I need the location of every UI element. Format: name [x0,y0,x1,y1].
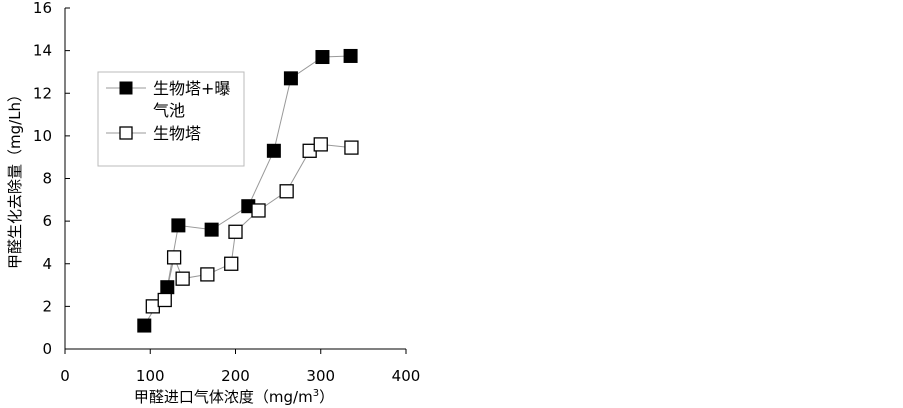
series-2-point [157,292,172,308]
y-axis-title: 甲醛生化去除量（mg/Lh） [6,87,24,269]
legend-label-series-1-line-1: 生物塔+曝 [153,79,230,98]
y-tick-label: 16 [33,0,52,17]
x-axis-title-superscript: 3 [313,388,319,399]
series-2-point [145,299,160,314]
series-1-point [283,71,298,86]
legend: 生物塔+曝 气池 生物塔 [97,71,245,167]
y-tick-label: 2 [42,297,52,315]
series-markers [137,48,359,333]
series-2-point [344,140,359,155]
ticks: 0 2 4 6 8 10 12 14 16 0 100 200 300 400 [33,0,420,385]
legend-marker-series-1 [119,81,133,95]
series-2-point [228,224,243,239]
x-tick-label: 300 [306,367,335,385]
series-1-point [315,50,330,65]
x-tick-label: 200 [221,367,250,385]
series-1-point [266,143,281,158]
y-tick-label: 0 [42,340,52,358]
legend-marker-series-2 [119,126,133,140]
series-2-point [251,203,266,218]
x-tick-label: 100 [136,367,165,385]
series-2-point [224,256,239,271]
y-tick-label: 6 [42,212,52,230]
x-axis-title-main: 甲醛进口气体浓度（mg/m [134,388,313,406]
x-tick-label: 400 [392,367,421,385]
series-2-point [279,184,294,199]
y-tick-label: 4 [42,255,52,273]
legend-label-series-2: 生物塔 [153,124,201,143]
x-axis-title-end: ） [319,388,334,406]
series-2-point [313,137,328,152]
series-2-point [200,267,215,282]
series-1-point [137,318,152,333]
x-tick-label: 0 [60,367,70,385]
series-1-point [160,280,175,295]
y-tick-label: 10 [33,127,52,145]
series-1-point [343,48,358,63]
series-1-point [204,222,219,237]
x-axis-title: 甲醛进口气体浓度（mg/m3） [134,388,334,406]
legend-label-series-1-line-2: 气池 [153,101,185,120]
series-2-point [166,250,182,265]
y-tick-label: 12 [33,84,52,102]
y-tick-label: 14 [33,42,52,60]
y-tick-label: 8 [42,170,52,188]
series-1-point [171,218,186,233]
series-2-point [175,271,190,286]
